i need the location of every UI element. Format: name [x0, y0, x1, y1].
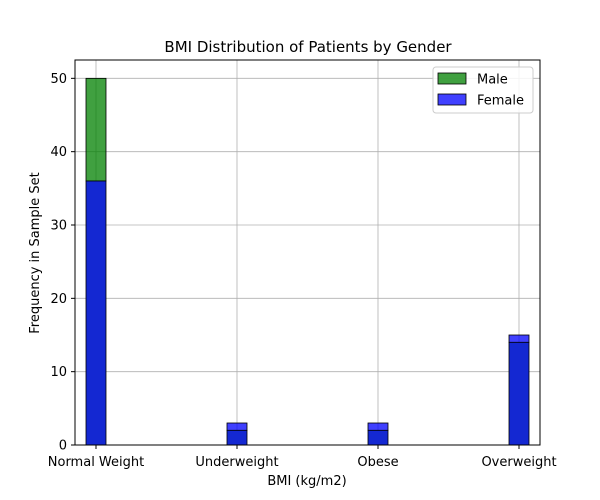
chart-title: BMI Distribution of Patients by Gender — [164, 38, 452, 56]
y-tick-label: 0 — [59, 439, 67, 454]
bar-female — [226, 422, 248, 431]
legend-swatch-male — [437, 72, 467, 85]
legend-label-male: Male — [477, 73, 508, 88]
x-axis-ticks: Normal Weight Underweight Obese Overweight — [48, 445, 557, 470]
y-tick-label: 50 — [50, 72, 67, 87]
y-tick-label: 20 — [50, 292, 67, 307]
bar-overlap — [85, 180, 107, 446]
legend: Male Female — [432, 66, 534, 114]
bar-overlap — [508, 341, 530, 446]
bar-female — [367, 422, 389, 431]
bar-overlap — [367, 429, 389, 446]
x-tick-label: Obese — [357, 455, 398, 470]
bars — [85, 77, 530, 446]
x-axis-label: BMI (kg/m2) — [267, 474, 346, 489]
y-tick-label: 30 — [50, 219, 67, 234]
legend-label-female: Female — [477, 94, 524, 109]
x-tick-label: Overweight — [481, 455, 556, 470]
y-axis-label: Frequency in Sample Set — [28, 172, 43, 334]
grid-lines — [75, 60, 540, 446]
y-tick-label: 40 — [50, 145, 67, 160]
plot-frame — [74, 59, 541, 446]
bar-overlap — [226, 429, 248, 446]
y-tick-label: 10 — [50, 365, 67, 380]
x-tick-label: Normal Weight — [48, 455, 144, 470]
bar-female — [508, 334, 530, 343]
y-axis-ticks: 0 10 20 30 40 50 — [50, 72, 75, 454]
bar-male — [85, 77, 107, 182]
legend-swatch-female — [437, 93, 467, 106]
x-tick-label: Underweight — [195, 455, 278, 470]
